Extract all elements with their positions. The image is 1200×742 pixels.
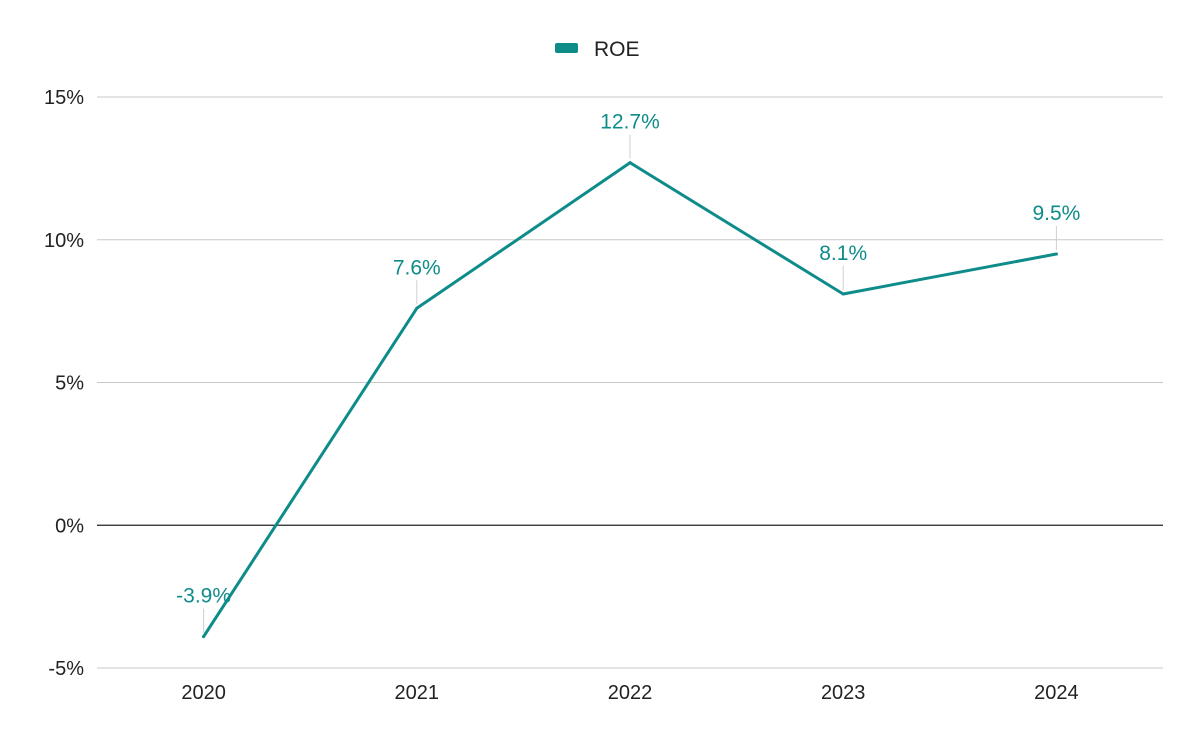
x-tick-label: 2020 xyxy=(181,682,226,704)
y-gridlines xyxy=(97,96,1163,669)
y-axis: 15% 10% 5% 0% -5% xyxy=(44,87,84,680)
series-line-roe xyxy=(202,161,1058,639)
y-tick-label: 15% xyxy=(44,87,84,109)
x-tick-label: 2023 xyxy=(821,682,866,704)
data-label: 8.1% xyxy=(819,242,867,265)
label-connectors xyxy=(203,134,1057,633)
x-axis: 2020 2021 2022 2023 2024 xyxy=(181,682,1078,704)
data-point xyxy=(415,306,419,310)
y-tick-label: -5% xyxy=(48,658,84,680)
series-roe xyxy=(202,161,1058,639)
data-point xyxy=(841,292,845,296)
data-label: 7.6% xyxy=(393,256,441,279)
data-point xyxy=(628,161,632,165)
y-tick-label: 10% xyxy=(44,230,84,252)
data-label: 9.5% xyxy=(1032,202,1080,225)
legend: ROE xyxy=(555,38,640,61)
y-tick-label: 0% xyxy=(55,515,84,537)
data-point xyxy=(1054,252,1058,256)
data-point xyxy=(202,635,206,639)
legend-label-roe: ROE xyxy=(594,38,640,61)
legend-swatch-roe xyxy=(555,43,578,53)
y-tick-label: 5% xyxy=(55,373,84,395)
data-label: 12.7% xyxy=(600,111,660,134)
data-label: -3.9% xyxy=(176,585,231,608)
data-labels: -3.9% 7.6% 12.7% 8.1% 9.5% xyxy=(176,111,1080,608)
x-tick-label: 2024 xyxy=(1034,682,1079,704)
x-tick-label: 2022 xyxy=(608,682,653,704)
x-tick-label: 2021 xyxy=(395,682,440,704)
